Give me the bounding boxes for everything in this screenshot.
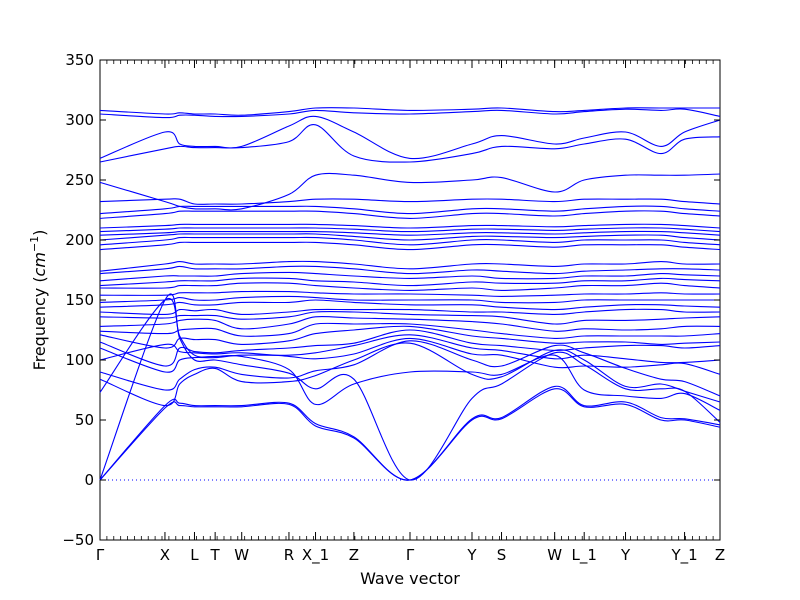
y-tick-label: 150	[65, 291, 94, 309]
band-line-28	[99, 223, 721, 229]
y-axis-label-exp: −1	[28, 236, 41, 252]
band-line-32	[99, 172, 721, 211]
band-line-8	[99, 334, 721, 373]
series-layer	[99, 107, 721, 481]
x-tick-label: W	[234, 546, 249, 564]
x-tick-label: Y_1	[670, 546, 697, 565]
band-line-19	[99, 277, 721, 287]
x-tick-label: Z	[715, 546, 725, 564]
band-line-30	[99, 205, 721, 215]
y-tick-label: −50	[62, 531, 94, 549]
band-line-14	[99, 308, 721, 315]
y-axis-label-main: Frequency (	[30, 276, 49, 370]
band-line-6	[99, 340, 721, 397]
x-tick-label: X_1	[302, 546, 329, 565]
band-line-25	[99, 233, 721, 241]
band-line-2	[99, 388, 721, 481]
band-line-22	[99, 260, 721, 272]
x-tick-label: R	[284, 546, 294, 564]
y-axis-ticks: −50 0 50 100 150 200 250 300 350	[62, 51, 720, 549]
x-tick-label: Y	[466, 546, 477, 564]
band-line-3	[99, 293, 721, 481]
band-line-20	[99, 271, 721, 282]
band-line-5	[99, 342, 721, 407]
band-line-10	[99, 325, 721, 349]
x-tick-label: S	[497, 546, 507, 564]
band-line-7	[99, 337, 721, 375]
band-line-31	[99, 198, 721, 205]
band-line-21	[99, 265, 721, 275]
y-tick-label: 250	[65, 171, 94, 189]
band-line-15	[99, 299, 721, 311]
band-line-23	[99, 241, 721, 251]
y-tick-label: 50	[75, 411, 94, 429]
band-line-13	[99, 310, 721, 325]
x-tick-label: X	[160, 546, 170, 564]
y-tick-label: 0	[84, 471, 94, 489]
x-tick-label: L	[190, 546, 199, 564]
band-line-18	[99, 282, 721, 291]
band-line-27	[99, 227, 721, 233]
y-tick-label: 350	[65, 51, 94, 69]
band-line-12	[99, 315, 721, 332]
y-axis-label-unit: cm	[30, 252, 49, 276]
y-tick-label: 200	[65, 231, 94, 249]
band-line-36	[99, 107, 720, 116]
band-line-26	[99, 230, 721, 236]
band-line-34	[99, 115, 721, 160]
x-tick-label: Y	[620, 546, 631, 564]
y-tick-label: 300	[65, 111, 94, 129]
y-axis-label: Frequency (cm−1)	[28, 230, 49, 371]
band-line-24	[99, 236, 721, 246]
x-tick-label: Γ	[406, 546, 415, 564]
band-line-35	[99, 108, 721, 119]
band-line-11	[99, 322, 721, 339]
band-line-29	[99, 210, 721, 219]
y-axis-label-close: )	[30, 230, 49, 236]
x-axis-ticks: Γ X L T W R X_1 Z Γ Y S W L_1 Y Y_1 Z	[96, 60, 725, 565]
band-line-33	[99, 124, 721, 163]
x-tick-label: W	[547, 546, 562, 564]
band-line-9	[99, 329, 721, 367]
x-axis-label: Wave vector	[360, 569, 460, 588]
x-tick-label: L_1	[571, 546, 596, 565]
x-tick-label: Γ	[96, 546, 105, 564]
y-tick-label: 100	[65, 351, 94, 369]
x-tick-label: Z	[349, 546, 359, 564]
band-line-16	[99, 295, 720, 304]
band-line-17	[99, 290, 721, 297]
x-tick-label: T	[210, 546, 221, 564]
